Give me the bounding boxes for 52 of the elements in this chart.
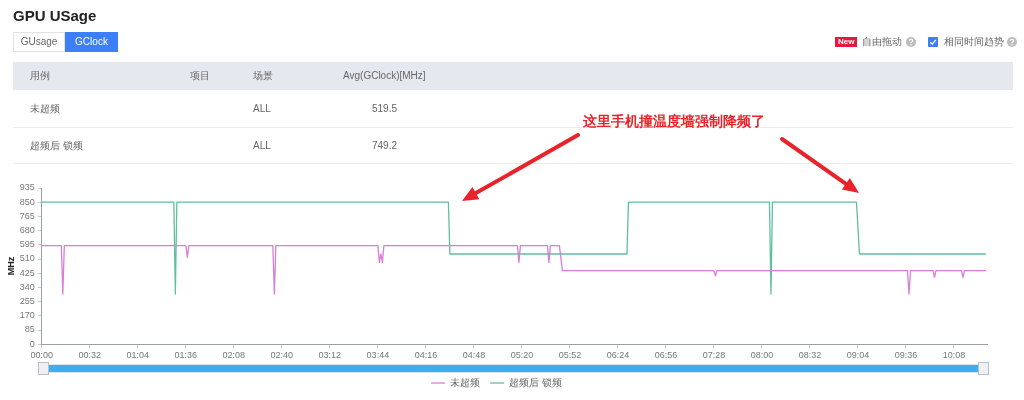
text: Avg(GClock)[MHz] <box>343 70 426 82</box>
x-tick-label: 06:24 <box>606 350 630 361</box>
x-tick-label: 03:12 <box>318 350 342 361</box>
text: 未超频 <box>30 103 60 115</box>
text: 场景 <box>253 70 273 82</box>
x-tick-label: 08:32 <box>798 350 822 361</box>
x-tick-label: 01:04 <box>126 350 150 361</box>
x-tick-label: 00:00 <box>30 350 54 361</box>
y-tick-label: 765 <box>19 210 35 221</box>
y-tick-label: 340 <box>19 281 35 292</box>
text: ALL <box>253 103 271 115</box>
text: 超频后 锁频 <box>30 140 83 152</box>
y-tick-label: 850 <box>19 196 35 207</box>
x-tick-label: 04:48 <box>462 350 486 361</box>
x-tick-label: 05:52 <box>558 350 582 361</box>
y-tick-label: 425 <box>19 267 35 278</box>
text: 项目 <box>190 70 210 82</box>
text: 用例 <box>30 70 50 82</box>
x-tick-label: 10:08 <box>942 350 966 361</box>
x-tick-label: 00:32 <box>78 350 102 361</box>
y-tick-label: 595 <box>19 239 35 250</box>
x-tick-label: 04:16 <box>414 350 438 361</box>
x-tick-label: 03:44 <box>366 350 390 361</box>
text: 自由拖动 <box>862 36 902 48</box>
x-tick-label: 01:36 <box>174 350 198 361</box>
legend-label: 超频后 锁频 <box>509 376 562 388</box>
x-tick-label: 07:28 <box>702 350 726 361</box>
x-tick-label: 09:36 <box>894 350 918 361</box>
x-tick-label: 05:20 <box>510 350 534 361</box>
y-tick-label: 935 <box>19 182 35 193</box>
y-axis-title: MHz <box>5 256 16 276</box>
text: ALL <box>253 140 271 152</box>
tab: GClock <box>65 32 118 52</box>
x-tick-label: 06:56 <box>654 350 678 361</box>
legend-label: 未超频 <box>450 376 481 388</box>
text: 519.5 <box>372 103 398 115</box>
y-tick-label: 680 <box>19 225 35 236</box>
y-tick-label: 0 <box>29 338 35 349</box>
y-tick-label: 85 <box>24 324 35 335</box>
y-tick-label: 170 <box>19 310 35 321</box>
x-tick-label: 02:40 <box>270 350 294 361</box>
y-tick-label: 510 <box>19 253 35 264</box>
text: 相同时间趋势 <box>944 36 1004 48</box>
chart-title: GPU USage <box>13 7 97 24</box>
x-tick-label: 09:04 <box>846 350 870 361</box>
x-tick-label: 02:08 <box>222 350 246 361</box>
tab: GUsage <box>13 32 65 52</box>
text: 749.2 <box>372 140 398 152</box>
text: New <box>835 37 858 47</box>
y-tick-label: 255 <box>19 296 35 307</box>
x-tick-label: 08:00 <box>750 350 774 361</box>
text: 这里手机撞温度墙强制降频了 <box>583 113 765 129</box>
